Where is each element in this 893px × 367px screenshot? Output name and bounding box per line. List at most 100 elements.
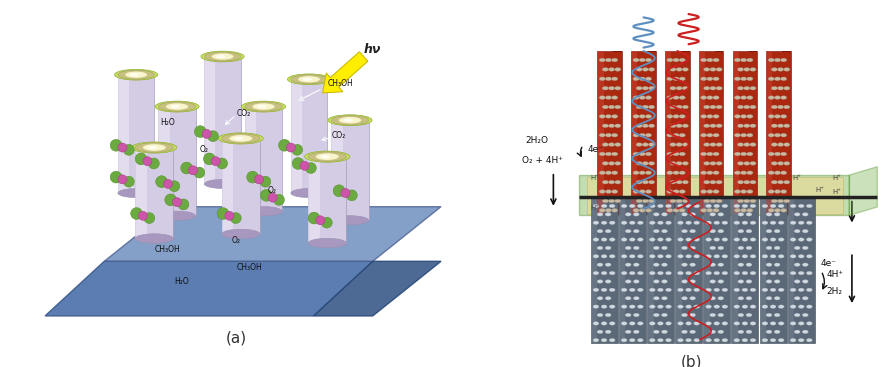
Circle shape <box>734 204 739 208</box>
Polygon shape <box>608 197 618 343</box>
Circle shape <box>774 152 780 156</box>
Circle shape <box>714 305 720 308</box>
Text: H₂O: H₂O <box>161 118 175 127</box>
Ellipse shape <box>216 55 225 58</box>
Circle shape <box>593 322 599 325</box>
Circle shape <box>794 229 800 233</box>
Circle shape <box>744 161 750 165</box>
Circle shape <box>676 161 682 165</box>
Polygon shape <box>158 106 196 216</box>
Circle shape <box>597 297 603 300</box>
Circle shape <box>694 204 699 208</box>
Ellipse shape <box>147 146 157 149</box>
Circle shape <box>746 313 752 317</box>
Circle shape <box>633 263 639 266</box>
Polygon shape <box>805 197 814 343</box>
Circle shape <box>744 143 750 146</box>
Circle shape <box>806 322 813 325</box>
Circle shape <box>633 96 639 99</box>
Circle shape <box>718 212 723 216</box>
FancyArrow shape <box>322 52 368 93</box>
Circle shape <box>710 263 715 266</box>
Circle shape <box>612 96 618 99</box>
Circle shape <box>706 58 713 62</box>
Circle shape <box>780 152 787 156</box>
Circle shape <box>633 115 639 118</box>
Circle shape <box>648 161 655 165</box>
Circle shape <box>649 255 655 258</box>
Circle shape <box>614 86 621 90</box>
Circle shape <box>794 263 800 266</box>
Circle shape <box>654 297 659 300</box>
Circle shape <box>806 338 813 342</box>
Circle shape <box>622 322 627 325</box>
Polygon shape <box>183 106 196 216</box>
Circle shape <box>143 157 152 166</box>
Polygon shape <box>760 197 766 343</box>
Polygon shape <box>158 106 170 216</box>
Circle shape <box>802 212 808 216</box>
Circle shape <box>602 86 608 90</box>
Circle shape <box>625 330 631 334</box>
Circle shape <box>770 238 776 241</box>
Circle shape <box>778 338 784 342</box>
Circle shape <box>614 124 621 128</box>
Circle shape <box>646 171 652 175</box>
Circle shape <box>714 255 720 258</box>
Circle shape <box>774 263 780 266</box>
Circle shape <box>784 124 789 128</box>
Circle shape <box>597 313 603 317</box>
Circle shape <box>633 212 639 216</box>
Circle shape <box>682 124 689 128</box>
Circle shape <box>778 204 784 208</box>
Circle shape <box>734 96 740 99</box>
Polygon shape <box>590 197 618 343</box>
Circle shape <box>790 255 796 258</box>
Circle shape <box>346 190 357 201</box>
Circle shape <box>638 288 643 292</box>
Circle shape <box>638 322 643 325</box>
Polygon shape <box>703 197 730 343</box>
Circle shape <box>657 338 663 342</box>
Circle shape <box>599 208 605 212</box>
Circle shape <box>636 105 642 109</box>
Circle shape <box>734 221 739 225</box>
Circle shape <box>710 105 716 109</box>
Ellipse shape <box>201 51 244 62</box>
Circle shape <box>599 133 605 137</box>
Ellipse shape <box>257 105 266 108</box>
Polygon shape <box>204 57 241 184</box>
Circle shape <box>678 288 683 292</box>
Circle shape <box>716 161 722 165</box>
Polygon shape <box>637 197 646 343</box>
Circle shape <box>806 204 813 208</box>
Circle shape <box>273 195 285 205</box>
Circle shape <box>657 255 663 258</box>
Circle shape <box>768 115 774 118</box>
Ellipse shape <box>321 155 330 158</box>
Circle shape <box>790 204 796 208</box>
Circle shape <box>774 208 780 212</box>
Circle shape <box>662 330 667 334</box>
Circle shape <box>597 212 603 216</box>
Circle shape <box>686 305 691 308</box>
Polygon shape <box>135 148 146 239</box>
Text: 4e⁻: 4e⁻ <box>821 259 837 268</box>
Polygon shape <box>331 120 369 220</box>
Circle shape <box>673 190 680 193</box>
Circle shape <box>642 105 648 109</box>
Circle shape <box>713 171 719 175</box>
Circle shape <box>766 313 772 317</box>
Circle shape <box>778 221 784 225</box>
Circle shape <box>762 238 768 241</box>
Circle shape <box>667 171 673 175</box>
Circle shape <box>766 297 772 300</box>
Circle shape <box>676 124 682 128</box>
Circle shape <box>738 330 744 334</box>
Circle shape <box>638 238 643 241</box>
Circle shape <box>608 161 614 165</box>
Circle shape <box>762 221 768 225</box>
Circle shape <box>648 68 655 71</box>
Circle shape <box>642 161 648 165</box>
Circle shape <box>602 161 608 165</box>
